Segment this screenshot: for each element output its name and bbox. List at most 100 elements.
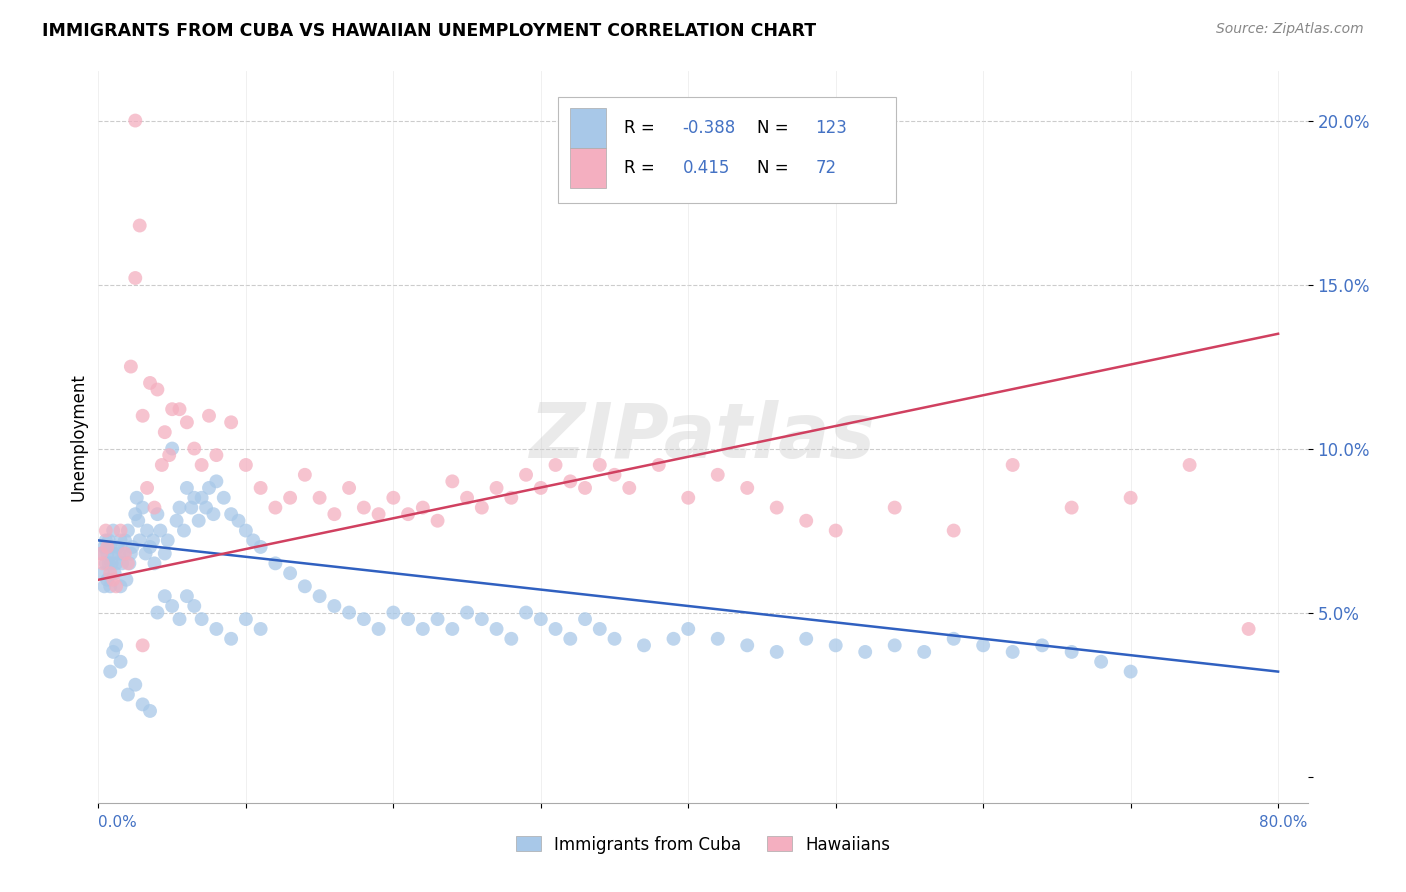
Point: [121, 540, 143, 554]
Point: [146, 606, 169, 620]
Point: [515, 467, 537, 482]
Point: [589, 622, 612, 636]
Point: [205, 448, 228, 462]
Point: [160, 442, 183, 456]
Point: [91, 557, 114, 571]
Point: [1119, 665, 1142, 679]
Point: [441, 475, 464, 489]
Point: [1178, 458, 1201, 472]
Point: [530, 612, 553, 626]
Point: [249, 622, 271, 636]
Point: [183, 599, 205, 613]
Point: [883, 638, 905, 652]
Point: [501, 632, 523, 646]
Point: [118, 557, 141, 571]
Point: [219, 632, 242, 646]
Point: [824, 638, 846, 652]
Text: N =: N =: [758, 119, 794, 137]
Point: [294, 467, 316, 482]
FancyBboxPatch shape: [569, 108, 606, 148]
Point: [765, 500, 787, 515]
Point: [219, 507, 242, 521]
Point: [648, 458, 671, 472]
Point: [183, 442, 205, 456]
Point: [128, 533, 150, 548]
Point: [195, 500, 218, 515]
Point: [544, 622, 567, 636]
Point: [264, 557, 287, 571]
Point: [471, 500, 494, 515]
Point: [212, 491, 235, 505]
Text: 123: 123: [815, 119, 848, 137]
Point: [160, 599, 183, 613]
Text: Source: ZipAtlas.com: Source: ZipAtlas.com: [1216, 22, 1364, 37]
Point: [143, 557, 166, 571]
Point: [824, 524, 846, 538]
Point: [412, 622, 434, 636]
Point: [706, 467, 728, 482]
Point: [972, 638, 994, 652]
Point: [98, 579, 121, 593]
Text: IMMIGRANTS FROM CUBA VS HAWAIIAN UNEMPLOYMENT CORRELATION CHART: IMMIGRANTS FROM CUBA VS HAWAIIAN UNEMPLO…: [42, 22, 817, 40]
Point: [104, 566, 127, 581]
Point: [101, 524, 124, 538]
Point: [1060, 500, 1083, 515]
Point: [544, 458, 567, 472]
Point: [153, 547, 176, 561]
Point: [412, 500, 434, 515]
Point: [173, 524, 195, 538]
Point: [128, 219, 150, 233]
Point: [98, 540, 121, 554]
Point: [108, 547, 131, 561]
Point: [117, 688, 139, 702]
Point: [131, 638, 153, 652]
Point: [114, 533, 136, 548]
Point: [105, 638, 128, 652]
Point: [198, 409, 221, 423]
Point: [323, 507, 346, 521]
Point: [98, 665, 121, 679]
Point: [1031, 638, 1053, 652]
Point: [198, 481, 221, 495]
Point: [139, 704, 162, 718]
Point: [107, 540, 129, 554]
Point: [100, 557, 122, 571]
Point: [136, 524, 159, 538]
Point: [91, 566, 114, 581]
Y-axis label: Unemployment: Unemployment: [69, 373, 87, 501]
Point: [1090, 655, 1112, 669]
Point: [1237, 622, 1260, 636]
Point: [308, 589, 330, 603]
Point: [678, 622, 700, 636]
Point: [110, 579, 132, 593]
Text: R =: R =: [624, 119, 661, 137]
Text: 0.0%: 0.0%: [98, 814, 138, 830]
Point: [124, 507, 146, 521]
Point: [337, 606, 360, 620]
Point: [101, 573, 124, 587]
Point: [176, 481, 198, 495]
Point: [101, 645, 124, 659]
Point: [169, 402, 191, 417]
Point: [110, 533, 132, 548]
Point: [120, 359, 142, 374]
Point: [396, 507, 419, 521]
Point: [235, 458, 257, 472]
Point: [353, 500, 375, 515]
Point: [94, 533, 117, 548]
Point: [530, 481, 553, 495]
Point: [294, 579, 316, 593]
Point: [96, 540, 118, 554]
Point: [190, 612, 212, 626]
Text: N =: N =: [758, 160, 794, 178]
Point: [114, 547, 136, 561]
Point: [117, 524, 139, 538]
Text: R =: R =: [624, 160, 661, 178]
Point: [94, 524, 117, 538]
Text: 72: 72: [815, 160, 837, 178]
Point: [120, 547, 142, 561]
Point: [96, 573, 118, 587]
Point: [110, 655, 132, 669]
Point: [101, 547, 124, 561]
Point: [228, 514, 250, 528]
